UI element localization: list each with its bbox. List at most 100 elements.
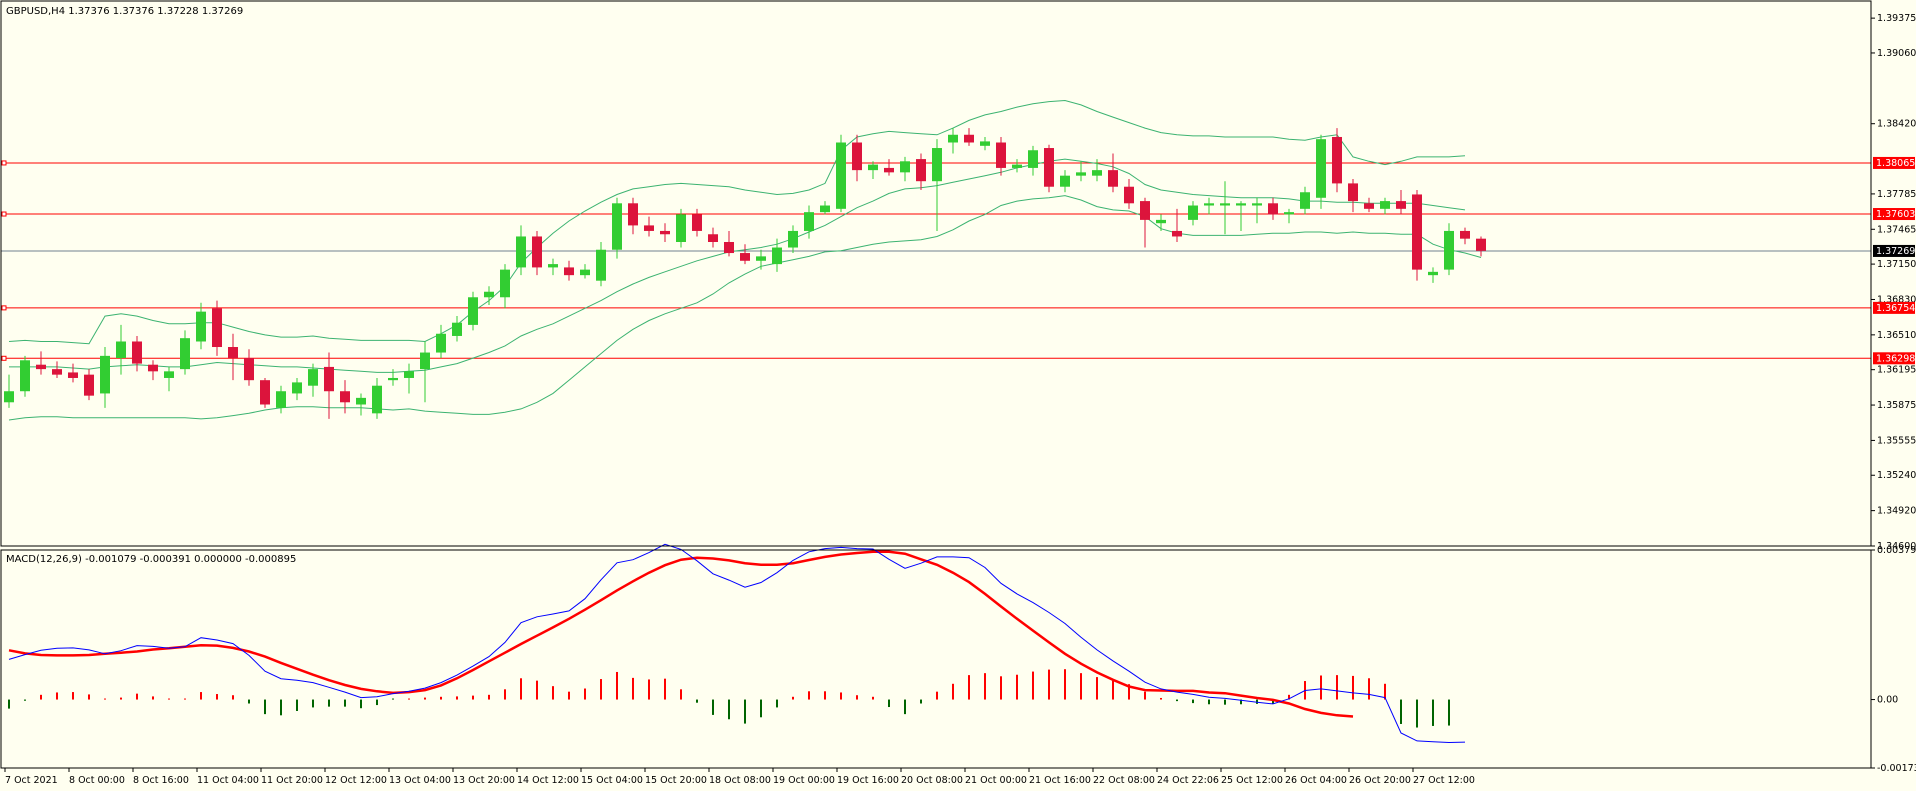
candle-body [324,366,334,392]
candle-body [292,382,302,394]
candle-body [484,291,494,298]
candle-body [276,391,286,408]
candle-body [868,164,878,171]
candle-body [260,380,270,405]
candle-body [356,397,366,405]
macd-header: MACD(12,26,9) -0.001079 -0.000391 0.0000… [6,554,296,565]
candle-body [36,364,46,370]
candle-body [932,148,942,182]
candle-body [1028,150,1038,168]
candle-body [1108,170,1118,187]
time-tick-label: 13 Oct 04:00 [389,775,451,786]
candle-body [676,214,686,242]
candle-body [500,269,510,298]
candle-body [724,241,734,254]
level-tag [1873,301,1915,314]
candle-body [1124,186,1134,204]
price-tick-label: 1.36195 [1877,365,1916,376]
candle-body [1268,203,1278,215]
candle-body [596,249,606,281]
candle-body [1012,164,1022,168]
time-tick-label: 18 Oct 08:00 [709,775,771,786]
candle-body [468,297,478,325]
price-pane: 1.39375 1.39060 1.38420 1.37785 1.37465 1.371… [1,13,1916,552]
macd-pane: 0.003795 0.00 -0.001737 [8,543,1916,774]
candle-body [1428,271,1438,276]
candle-body [1220,203,1230,206]
candle-body [212,308,222,348]
symbol-header: GBPUSD,H4 1.37376 1.37376 1.37228 1.3726… [6,6,243,17]
candle-body [1252,203,1262,206]
candle-body [612,203,622,250]
candle-body [756,256,766,261]
candle-body [820,205,830,213]
candle-body [532,236,542,268]
macd-tick-label: -0.001737 [1877,763,1916,774]
price-tick-label: 1.35555 [1877,435,1916,446]
price-pane-frame [0,0,1872,547]
candle-body [68,372,78,378]
level-tag-label: 1.37603 [1876,209,1915,220]
time-tick-label: 14 Oct 12:00 [517,775,579,786]
candle-body [1140,201,1150,220]
macd-signal-line [8,550,1354,718]
price-tick-label: 1.36510 [1877,330,1916,341]
candle-body [580,269,590,276]
time-tick-label: 19 Oct 16:00 [837,775,899,786]
price-tick-label: 1.35875 [1877,400,1916,411]
price-tick-label: 1.34600 [1877,541,1916,552]
candle-body [996,142,1006,168]
time-tick-label: 8 Oct 00:00 [69,775,125,786]
candle-body [116,341,126,359]
time-tick-label: 26 Oct 04:00 [1285,775,1347,786]
time-tick-label: 21 Oct 00:00 [965,775,1027,786]
candle-body [836,142,846,209]
time-tick-label: 25 Oct 12:00 [1221,775,1283,786]
candle-body [708,234,718,242]
candle-body [548,264,558,268]
candle-body [804,212,814,231]
candle-body [1316,139,1326,198]
candle-body [20,360,30,392]
candle-body [740,253,750,261]
candle-body [1172,230,1182,237]
price-tick-label: 1.34920 [1877,506,1916,517]
candle-body [1092,170,1102,176]
level-anchor [1,211,7,217]
candle-body [1060,175,1070,187]
macd-main-line [8,543,1466,744]
price-tick-label: 1.39060 [1877,48,1916,59]
candle-body [1188,205,1198,220]
candle-body [452,322,462,336]
level-anchor [1,305,7,311]
time-tick-label: 12 Oct 12:00 [325,775,387,786]
price-tick-label: 1.35240 [1877,470,1916,481]
price-tick-label: 1.38420 [1877,119,1916,130]
candle-body [244,358,254,381]
bollinger-lower-line [8,195,1482,421]
current-price-tag [1873,244,1915,257]
candle-body [148,364,158,372]
level-tag-label: 1.36298 [1876,353,1915,364]
time-tick-label: 11 Oct 20:00 [261,775,323,786]
time-tick-label: 24 Oct 22:06 [1157,775,1219,786]
candle-body [404,371,414,378]
candle-body [644,225,654,231]
time-tick-label: 7 Oct 2021 [5,775,58,786]
candle-body [196,311,206,342]
candle-body [1460,230,1470,239]
time-tick-label: 8 Oct 16:00 [133,775,189,786]
level-tag-label: 1.36754 [1876,303,1915,314]
candle-body [372,385,382,414]
price-tick-label: 1.37150 [1877,259,1916,270]
candle-body [1348,183,1358,202]
candle-body [52,369,62,375]
bollinger-upper-line [8,99,1466,345]
candle-body [100,355,110,394]
time-tick-label: 15 Oct 20:00 [645,775,707,786]
time-tick-label: 19 Oct 00:00 [773,775,835,786]
time-tick-label: 26 Oct 20:00 [1349,775,1411,786]
candle-body [788,230,798,248]
